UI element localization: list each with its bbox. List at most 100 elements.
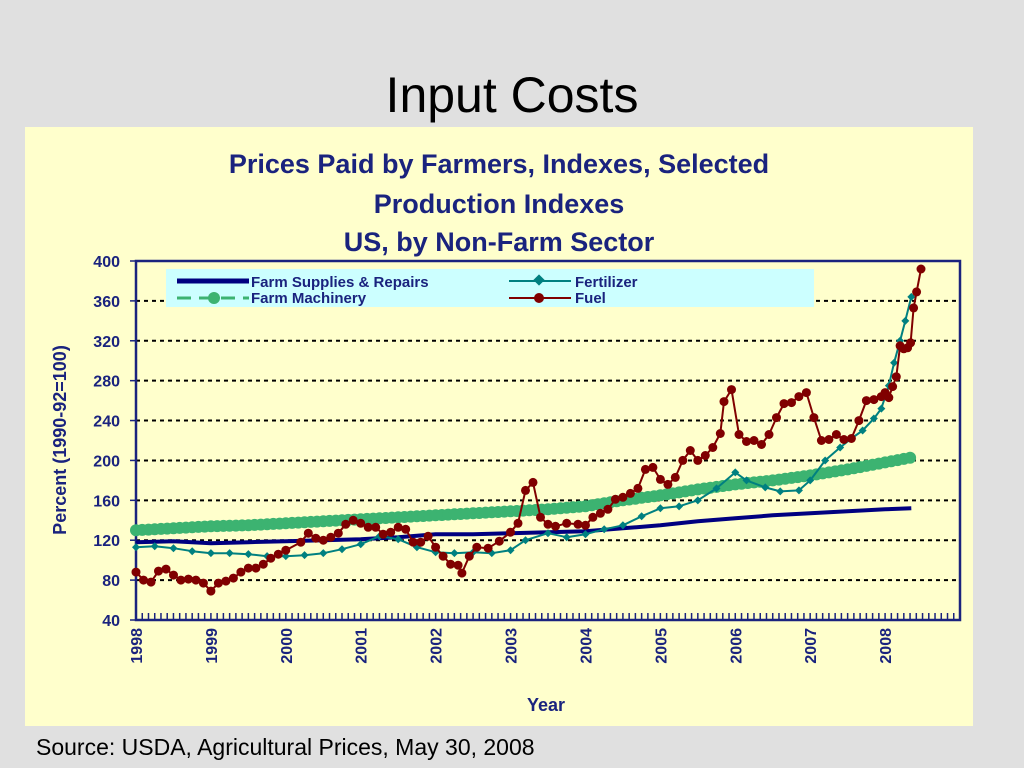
data-point-fuel (603, 504, 613, 514)
data-point-fuel (869, 395, 879, 405)
y-tick-label: 320 (93, 334, 120, 351)
data-point-fuel (483, 543, 493, 553)
data-point-fuel (640, 464, 650, 474)
data-point-fuel (183, 574, 193, 584)
data-point-fuel (742, 437, 751, 446)
data-point-fuel (734, 430, 744, 439)
data-point-fertilizer (656, 504, 665, 513)
y-tick-label: 400 (93, 254, 120, 271)
data-point-fuel (670, 472, 680, 482)
data-point-fuel (551, 521, 560, 531)
data-point-fuel (348, 515, 358, 525)
data-point-fuel (787, 398, 796, 408)
data-point-fuel (794, 392, 804, 402)
series-fuel (131, 264, 926, 596)
data-point-fuel (221, 576, 231, 586)
data-point-fuel (464, 551, 474, 561)
y-tick-label: 40 (102, 613, 120, 630)
data-point-fertilizer (581, 530, 590, 539)
data-point-fertilizer (412, 543, 421, 552)
data-point-fuel (906, 338, 916, 348)
data-point-fertilizer (600, 525, 609, 534)
data-point-fuel (363, 522, 373, 532)
gridlines (136, 299, 960, 582)
data-point-fuel (408, 537, 418, 547)
data-point-fuel (846, 434, 856, 443)
series-line-farm-supplies-repairs (135, 506, 912, 546)
data-point-fuel (251, 563, 261, 573)
data-point-fuel (494, 536, 504, 546)
data-point-fertilizer (637, 512, 646, 521)
data-point-fertilizer (562, 533, 571, 542)
data-point-fuel (595, 508, 605, 518)
data-point-fuel (311, 533, 321, 543)
data-point-fuel (371, 522, 381, 532)
data-point-fertilizer (188, 547, 197, 556)
data-point-fuel (772, 413, 781, 423)
slide-title: Input Costs (385, 67, 639, 123)
data-point-fuel (401, 524, 411, 534)
data-point-fertilizer (675, 502, 684, 511)
data-point-fuel (154, 566, 163, 576)
y-tick-label: 360 (93, 294, 120, 311)
data-point-fuel (228, 573, 238, 583)
data-point-fertilizer (281, 552, 290, 561)
data-point-fuel (513, 518, 523, 528)
data-point-fertilizer (300, 551, 309, 560)
data-point-fertilizer (450, 549, 459, 558)
chart: Prices Paid by Farmers, Indexes, Selecte… (50, 149, 962, 715)
data-point-fertilizer (821, 456, 830, 465)
data-point-fertilizer (132, 543, 140, 552)
data-point-fuel (536, 512, 545, 522)
data-point-fuel (884, 393, 894, 403)
legend-fuel-label: Fuel (575, 290, 606, 307)
data-point-fuel (909, 303, 919, 313)
data-point-fuel (824, 435, 834, 444)
x-tick-label: 2000 (279, 628, 296, 664)
data-point-fuel (693, 455, 703, 465)
x-tick-label: 2005 (653, 628, 670, 664)
data-point-fertilizer (244, 550, 253, 559)
data-point-fuel (446, 559, 456, 569)
data-point-fertilizer (618, 521, 627, 530)
chart-title: Prices Paid by Farmers, Indexes, Selecte… (229, 149, 769, 257)
data-point-fertilizer (776, 487, 785, 496)
y-tick-label: 80 (102, 573, 120, 590)
y-tick-label: 160 (93, 493, 120, 510)
legend-box (166, 269, 814, 307)
data-point-fuel (764, 430, 774, 439)
y-tick-labels: 40 80 120 160 200 240 280 320 360 400 (93, 254, 120, 630)
data-point-fuel (169, 570, 178, 580)
data-point-fuel (543, 519, 553, 529)
legend-farm-supplies-label: Farm Supplies & Repairs (251, 274, 429, 291)
data-point-fuel (618, 492, 628, 502)
chart-title-line-2: Production Indexes (374, 189, 625, 219)
data-point-fertilizer (206, 549, 215, 558)
data-point-fuel (715, 429, 725, 438)
data-point-fuel (663, 479, 673, 489)
data-point-fuel (356, 518, 366, 528)
data-point-fuel (273, 549, 283, 559)
data-point-fuel (912, 287, 922, 297)
y-tick-label: 120 (93, 533, 120, 550)
data-point-fertilizer (890, 358, 899, 367)
x-tick-label: 1998 (129, 628, 146, 664)
x-tick-label: 2004 (578, 628, 595, 664)
legend-fertilizer-marker (533, 274, 545, 286)
data-point-fuel (625, 488, 635, 498)
data-point-fuel (161, 564, 171, 574)
data-point-fuel (266, 553, 276, 563)
data-point-fertilizer (877, 404, 886, 413)
data-point-fertilizer (319, 549, 328, 558)
y-tick-label: 200 (93, 453, 120, 470)
data-point-fuel (891, 372, 901, 382)
data-point-fuel (341, 519, 351, 529)
data-point-fertilizer (150, 542, 159, 551)
x-tick-label: 2008 (878, 628, 895, 664)
data-point-fuel (528, 477, 538, 487)
data-point-fuel (719, 397, 729, 407)
data-point-fertilizer (858, 426, 867, 435)
data-point-fuel (801, 388, 811, 398)
data-point-fuel (206, 586, 216, 596)
x-axis-label: Year (527, 695, 565, 715)
